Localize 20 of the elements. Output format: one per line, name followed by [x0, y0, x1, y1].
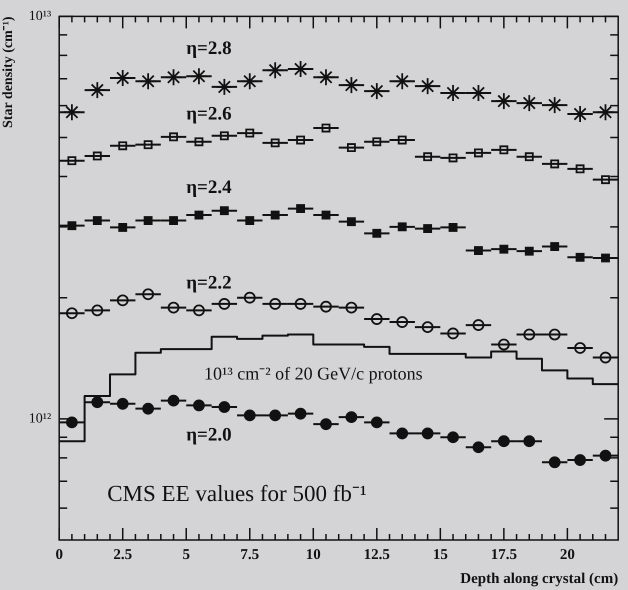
x-tick-label: 10	[306, 546, 321, 563]
x-tick-label: 12.5	[364, 546, 390, 563]
x-tick-label: 7.5	[240, 546, 260, 563]
x-tick-label: 20	[560, 546, 575, 563]
x-axis-title: Depth along crystal (cm)	[460, 570, 618, 587]
y-tick-label: 10¹²	[28, 412, 52, 427]
x-tick-label: 0	[55, 546, 63, 563]
annotation: CMS EE values for 500 fb⁻¹	[107, 481, 367, 506]
series-label: η=2.4	[186, 176, 232, 198]
legend-label: η=2.8	[186, 38, 232, 60]
series-label: η=2.6	[186, 104, 232, 125]
y-axis-title: Star density (cm⁻¹)	[1, 16, 16, 128]
y-tick-label: 10¹³	[28, 9, 52, 24]
series-label: η=2.2	[186, 272, 232, 294]
x-tick-label: 2.5	[113, 546, 132, 563]
x-tick-label: 17.5	[490, 546, 517, 563]
series-label: 10¹³ cm⁻² of 20 GeV/c protons	[204, 363, 423, 384]
x-tick-label: 15	[432, 546, 448, 563]
x-tick-label: 5	[182, 546, 190, 563]
series-label: η=2.0	[186, 424, 232, 446]
